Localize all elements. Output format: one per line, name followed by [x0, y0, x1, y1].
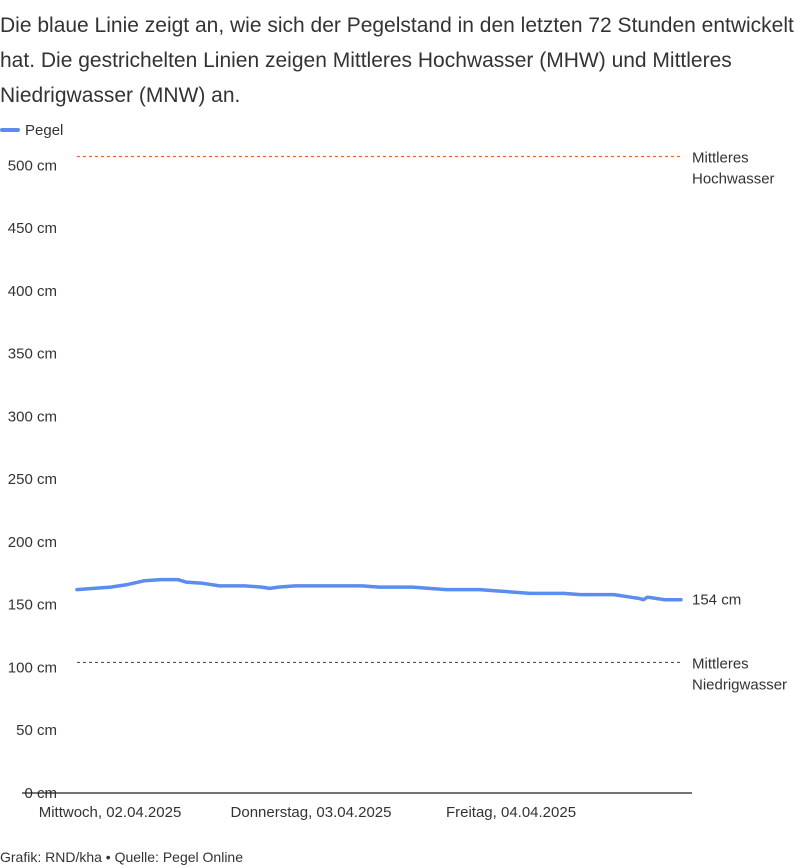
y-tick-label-350: 350 cm: [8, 346, 57, 363]
y-tick-label-100: 100 cm: [8, 659, 57, 676]
chart-legend: Pegel: [0, 120, 63, 140]
x-tick-label-1: Donnerstag, 03.04.2025: [231, 804, 392, 821]
y-tick-label-500: 500 cm: [8, 157, 57, 174]
reference-label-mhw-0: Mittleres: [692, 150, 749, 167]
y-tick-label-250: 250 cm: [8, 471, 57, 488]
y-tick-label-400: 400 cm: [8, 283, 57, 300]
legend-swatch-pegel: [0, 128, 20, 132]
y-tick-label-200: 200 cm: [8, 534, 57, 551]
chart-description: Die blaue Linie zeigt an, wie sich der P…: [0, 14, 794, 107]
series-line-pegel: [75, 577, 683, 602]
y-tick-label-150: 150 cm: [8, 597, 57, 614]
x-tick-label-2: Freitag, 04.04.2025: [446, 804, 576, 821]
y-tick-label-450: 450 cm: [8, 220, 57, 237]
legend-label-pegel: Pegel: [25, 121, 64, 139]
x-tick-label-0: Mittwoch, 02.04.2025: [39, 804, 182, 821]
y-tick-label-300: 300 cm: [8, 408, 57, 425]
reference-label-mnw-0: Mittleres: [692, 655, 749, 672]
y-tick-label-50: 50 cm: [16, 722, 57, 739]
series-end-label: 154 cm: [692, 592, 741, 609]
reference-label-mhw-1: Hochwasser: [692, 171, 775, 188]
reference-label-mnw-1: Niedrigwasser: [692, 676, 787, 693]
source-note: Grafik: RND/kha • Quelle: Pegel Online: [0, 849, 244, 865]
